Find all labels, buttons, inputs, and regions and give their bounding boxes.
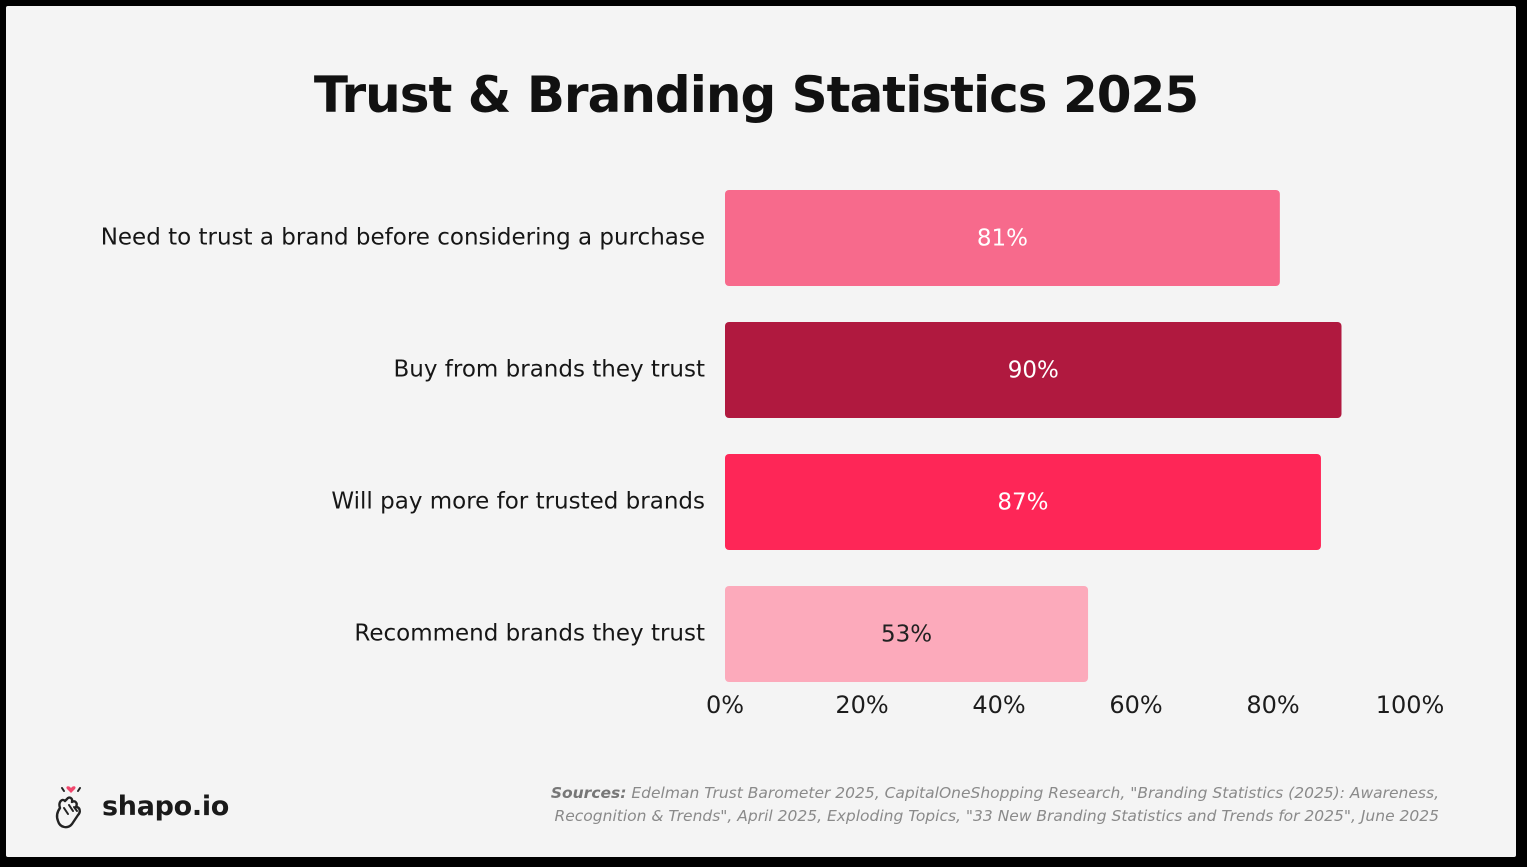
chart-card: [6, 6, 1516, 857]
bar-4: [725, 586, 1089, 682]
value-label-1: 81%: [977, 226, 1028, 252]
x-tick-label-5: 80%: [1246, 691, 1299, 719]
category-label-1: Need to trust a brand before considering…: [101, 225, 705, 251]
value-label-3: 87%: [997, 490, 1048, 516]
brand-logo: shapo.io: [50, 778, 229, 834]
x-tick-label-4: 60%: [1109, 691, 1162, 719]
x-tick-label-2: 20%: [835, 691, 888, 719]
bar-1: [725, 190, 1280, 286]
value-label-4: 53%: [881, 622, 932, 648]
sources-line-1: Edelman Trust Barometer 2025, CapitalOne…: [631, 784, 1439, 802]
bar-2: [725, 322, 1342, 418]
category-label-4: Recommend brands they trust: [354, 621, 705, 647]
sources-line-2: Recognition & Trends", April 2025, Explo…: [554, 807, 1439, 825]
x-tick-label-3: 40%: [972, 691, 1025, 719]
chart-title: Trust & Branding Statistics 2025: [313, 66, 1199, 124]
category-label-3: Will pay more for trusted brands: [331, 489, 705, 515]
bar-3: [725, 454, 1321, 550]
sources-label: Sources:: [550, 784, 627, 802]
x-tick-label-6: 100%: [1376, 691, 1445, 719]
brand-name: shapo.io: [102, 790, 230, 822]
heart-hands-icon: [55, 786, 81, 829]
sources-note: Sources: Edelman Trust Barometer 2025, C…: [519, 782, 1439, 828]
category-label-2: Buy from brands they trust: [394, 357, 705, 383]
value-label-2: 90%: [1008, 358, 1059, 384]
x-tick-label-1: 0%: [706, 691, 744, 719]
